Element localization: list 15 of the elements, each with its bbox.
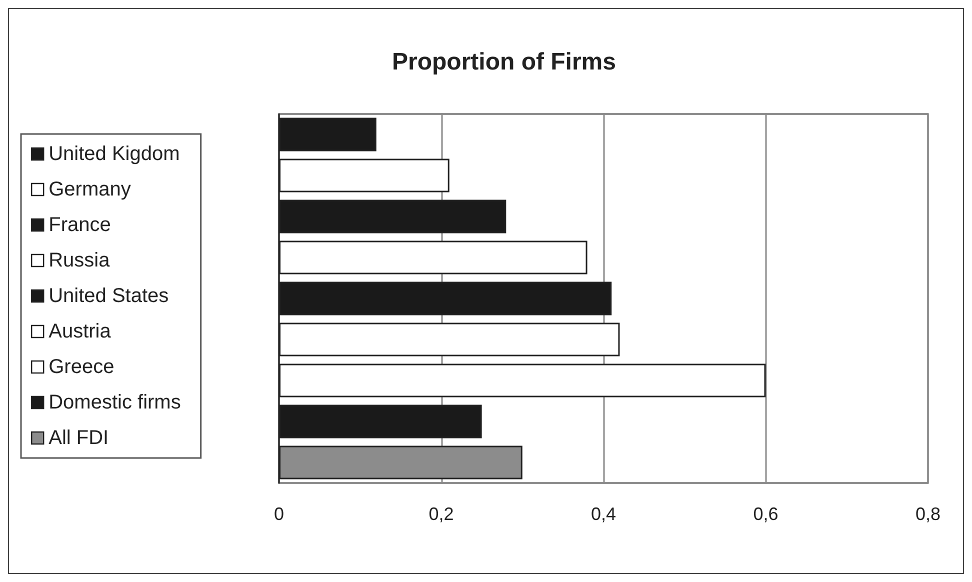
- x-tick-label: 0,2: [428, 504, 454, 524]
- x-tick-label: 0,8: [915, 504, 941, 524]
- x-tick-label: 0,6: [753, 504, 778, 524]
- legend-label: United States: [48, 285, 169, 307]
- legend-label: United Kigdom: [48, 143, 180, 165]
- chart-title: Proportion of Firms: [392, 48, 616, 76]
- legend-label: Domestic firms: [48, 392, 181, 414]
- x-tick-label: 0,4: [590, 504, 616, 524]
- legend-label: Greece: [48, 356, 114, 378]
- legend-label: All FDI: [48, 427, 109, 449]
- legend-label: France: [48, 214, 111, 236]
- x-tick-label: 0: [274, 504, 284, 524]
- legend-label: Germany: [48, 178, 131, 200]
- legend-label: Austria: [48, 320, 112, 342]
- legend-label: Russia: [48, 250, 111, 272]
